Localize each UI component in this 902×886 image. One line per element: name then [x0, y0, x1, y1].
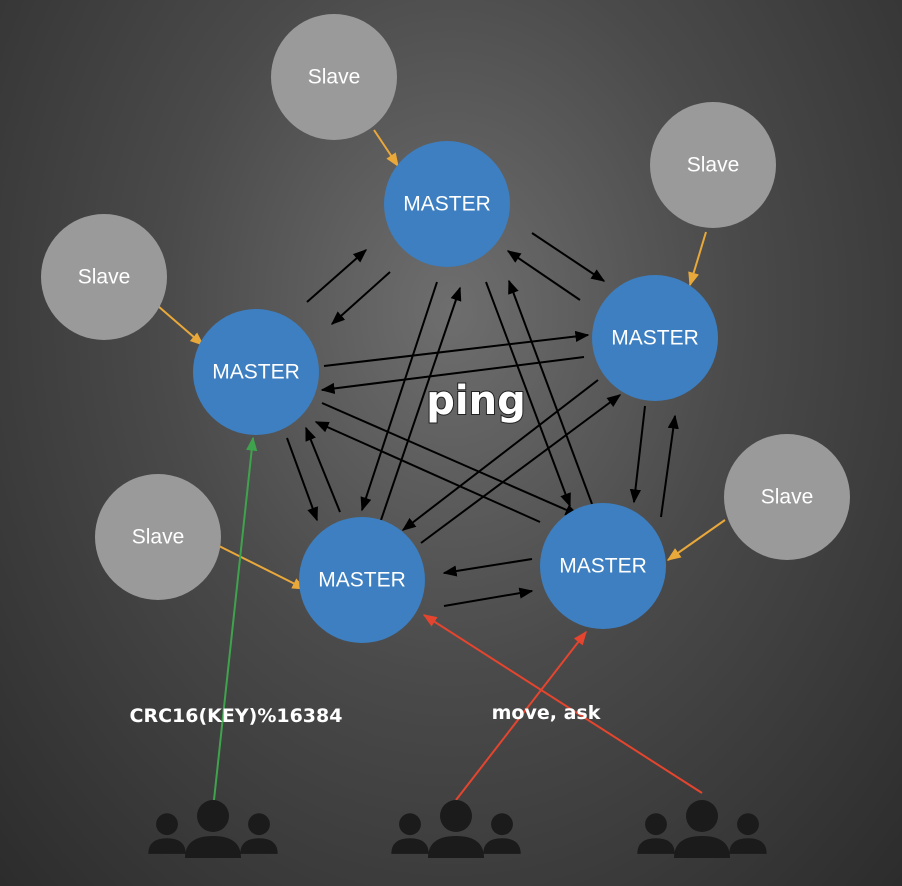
slave-label: Slave [132, 526, 185, 549]
ping-arrow [660, 414, 679, 518]
ping-arrows [286, 232, 679, 607]
ping-arrow [443, 587, 534, 607]
ping-arrow [323, 330, 590, 367]
slave-circle [41, 214, 167, 340]
master-label: MASTER [318, 569, 406, 592]
ping-arrow [401, 379, 599, 531]
ping-arrow [506, 250, 581, 301]
master-circle [592, 275, 718, 401]
slave-node: Slave [95, 474, 221, 600]
slave-circle [271, 14, 397, 140]
master-node: MASTER [193, 309, 319, 435]
ping-arrow [379, 286, 462, 524]
ping-label: ping [426, 378, 525, 424]
replication-arrow [218, 545, 307, 590]
ping-arrow [360, 281, 438, 512]
ping-arrow [306, 249, 368, 303]
slave-circle [95, 474, 221, 600]
master-label: MASTER [212, 361, 300, 384]
ping-arrow [314, 421, 541, 523]
user-group-icon [637, 800, 767, 858]
master-circle [384, 141, 510, 267]
ping-arrow [508, 279, 593, 505]
master-label: MASTER [611, 327, 699, 350]
ping-arrow [305, 426, 341, 513]
slave-node: Slave [724, 434, 850, 560]
slave-node: Slave [41, 214, 167, 340]
ping-arrow [330, 271, 391, 325]
ping-arrow [286, 437, 318, 522]
slave-label: Slave [308, 66, 361, 89]
replication-arrows [157, 129, 726, 590]
ping-arrow [629, 405, 646, 504]
redirect-label: move, ask [492, 702, 601, 724]
slave-circle [650, 102, 776, 228]
ping-arrow [485, 281, 571, 508]
slave-label: Slave [687, 154, 740, 177]
master-node: MASTER [384, 141, 510, 267]
master-circle [299, 517, 425, 643]
user-group-icon [391, 800, 521, 858]
ping-arrow [321, 402, 580, 516]
master-node: MASTER [592, 275, 718, 401]
master-label: MASTER [559, 555, 647, 578]
master-node: MASTER [540, 503, 666, 629]
replication-arrow [373, 129, 399, 168]
slave-label: Slave [78, 266, 131, 289]
master-circle [193, 309, 319, 435]
ping-arrow [320, 356, 585, 394]
replication-arrow [666, 519, 726, 561]
slave-node: Slave [650, 102, 776, 228]
master-node: MASTER [299, 517, 425, 643]
master-label: MASTER [403, 193, 491, 216]
ping-arrow [420, 394, 622, 544]
ping-arrow [442, 558, 533, 577]
slave-label: Slave [761, 486, 814, 509]
replication-arrow [157, 305, 205, 346]
client-hash-arrow [213, 436, 258, 801]
redirect-arrow [455, 630, 587, 801]
master-circle [540, 503, 666, 629]
replication-arrow [688, 231, 707, 287]
user-group-icon [148, 800, 278, 858]
ping-arrow [531, 232, 606, 282]
slave-node: Slave [271, 14, 397, 140]
slave-circle [724, 434, 850, 560]
redirect-arrow [422, 614, 703, 794]
hash-slot-label: CRC16(KEY)%16384 [130, 705, 343, 727]
